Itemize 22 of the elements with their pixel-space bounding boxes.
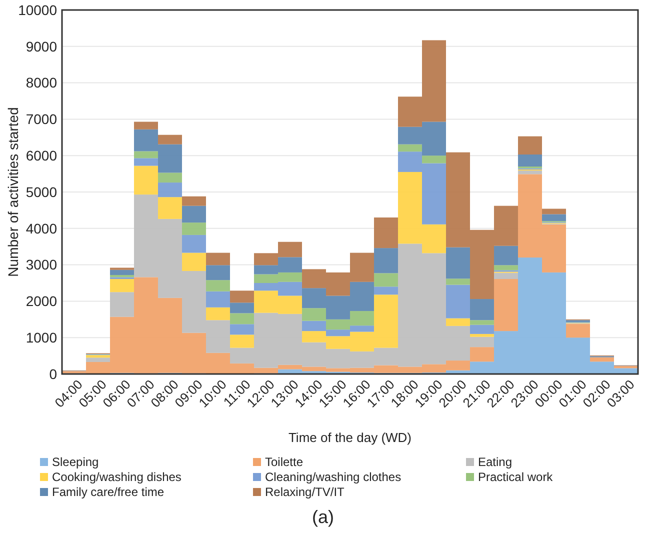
y-tick-label: 10000 bbox=[18, 2, 58, 18]
legend-label: Family care/free time bbox=[52, 485, 164, 500]
x-axis-title: Time of the day (WD) bbox=[288, 430, 412, 445]
legend-label: Toilette bbox=[265, 455, 304, 470]
legend-label: Cooking/washing dishes bbox=[52, 470, 182, 484]
legend-label: Eating bbox=[478, 455, 512, 470]
y-tick-label: 7000 bbox=[26, 111, 58, 128]
legend-label: Relaxing/TV/IT bbox=[265, 485, 346, 500]
legend-label: Cleaning/washing clothes bbox=[265, 470, 402, 484]
y-tick-label: 6000 bbox=[26, 148, 58, 164]
y-tick-label: 2000 bbox=[26, 293, 58, 310]
legend-label: Sleeping bbox=[52, 455, 99, 470]
y-tick-label: 0 bbox=[49, 366, 58, 382]
y-tick-label: 4000 bbox=[26, 220, 58, 236]
y-tick-label: 1000 bbox=[26, 330, 58, 346]
y-tick-label: 8000 bbox=[26, 74, 58, 91]
legend-label: Practical work bbox=[478, 470, 554, 484]
y-tick-label: 9000 bbox=[26, 38, 58, 54]
y-axis-title: Number of activities started bbox=[5, 107, 21, 277]
y-tick-label: 3000 bbox=[26, 256, 58, 273]
y-tick-label: 5000 bbox=[26, 184, 58, 200]
text: (a) bbox=[312, 507, 334, 527]
